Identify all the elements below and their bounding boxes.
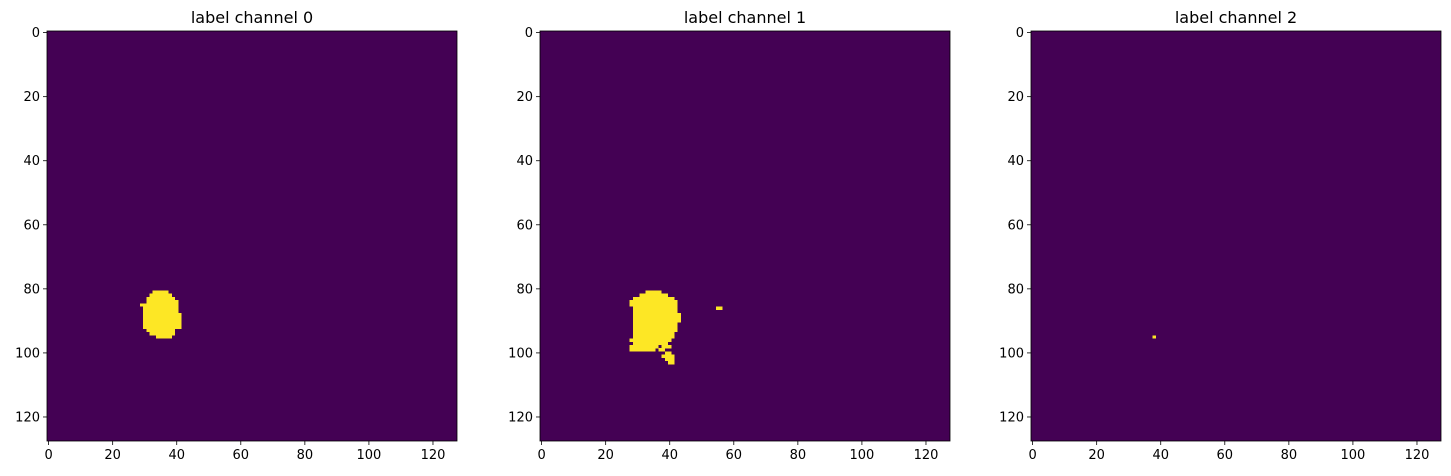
heatmap-cell-row	[155, 335, 172, 339]
x-tick-label: 120	[421, 448, 446, 463]
x-tick-label: 120	[914, 448, 939, 463]
heatmap-cell-row	[629, 300, 678, 304]
axes-frame	[539, 30, 951, 442]
heatmap-cell-row	[143, 309, 179, 314]
y-tick-label: 20	[1007, 90, 1024, 105]
x-tick-label: 60	[233, 448, 250, 463]
heatmap-cell-row	[1152, 335, 1156, 339]
heatmap-cell-row	[149, 332, 176, 336]
heatmap-cell-row	[143, 325, 182, 330]
panel-title: label channel 2	[1175, 8, 1297, 27]
y-tick-label: 120	[15, 410, 40, 425]
heatmap-cell-row	[632, 319, 681, 323]
heatmap-cell-row	[661, 354, 675, 358]
x-tick-label: 0	[537, 448, 545, 463]
y-tick-label: 80	[516, 282, 533, 297]
x-tick-label: 80	[297, 448, 314, 463]
heatmap-cell-row	[146, 328, 176, 333]
heatmap-cell-row	[632, 316, 681, 320]
heatmap-cell-row	[146, 300, 179, 304]
heatmap-cell-row	[658, 348, 665, 352]
heatmap-panel-0: label channel 0 0 20 40 60 80 100 120 0 20 40 60 80 1…	[15, 8, 458, 463]
y-tick-label: 0	[525, 26, 533, 41]
heatmap-cell-row	[632, 312, 681, 317]
x-tick-label: 100	[1341, 448, 1366, 463]
heatmap-cell-row	[152, 290, 169, 294]
heatmap-cell-row	[632, 309, 678, 314]
heatmap-cell-row	[632, 296, 675, 301]
heatmap-cell-row	[632, 341, 669, 346]
heatmap-cell-row	[143, 319, 182, 323]
x-tick-label: 120	[1405, 448, 1430, 463]
x-tick-label: 20	[1088, 448, 1105, 463]
y-tick-label: 20	[23, 90, 40, 105]
heatmap-cell-row	[661, 344, 672, 349]
x-tick-label: 60	[1217, 448, 1234, 463]
panel-title: label channel 0	[191, 8, 313, 27]
x-tick-label: 60	[726, 448, 743, 463]
heatmap-cell-row	[645, 290, 662, 294]
x-tick-label: 80	[1281, 448, 1298, 463]
heatmap-cell-row	[632, 322, 678, 326]
y-tick-label: 100	[15, 346, 40, 361]
heatmap-background	[1031, 31, 1441, 441]
heatmap-panel-1: label channel 1 0 20 40 60 80 100 120 0 20 40 60 80 1…	[508, 8, 951, 463]
y-tick-label: 80	[1007, 282, 1024, 297]
y-tick-label: 20	[516, 90, 533, 105]
y-tick-label: 100	[508, 346, 533, 361]
y-tick-label: 60	[1007, 218, 1024, 233]
x-tick-label: 20	[597, 448, 614, 463]
heatmap-cell-row	[149, 293, 172, 298]
heatmap-cell-row	[632, 306, 678, 310]
y-tick-label: 60	[516, 218, 533, 233]
y-tick-label: 0	[1016, 26, 1024, 41]
heatmap-cell-row	[632, 328, 678, 333]
heatmap-cell-row	[143, 312, 182, 317]
x-tick-label: 0	[1028, 448, 1036, 463]
heatmap-cell-row	[629, 303, 678, 307]
heatmap-cell-row	[143, 322, 182, 326]
heatmap-cell-row	[664, 351, 672, 355]
x-tick-label: 40	[661, 448, 678, 463]
x-tick-label: 40	[168, 448, 185, 463]
y-tick-label: 80	[23, 282, 40, 297]
x-tick-label: 40	[1152, 448, 1169, 463]
x-tick-label: 0	[44, 448, 52, 463]
heatmap-cell-row	[143, 316, 182, 320]
heatmap-background	[540, 31, 950, 441]
y-tick-label: 120	[508, 410, 533, 425]
heatmap-cell-row	[629, 338, 672, 342]
axes-frame	[46, 30, 458, 442]
heatmap-cell-row	[146, 296, 176, 301]
heatmap-cell-row	[143, 306, 179, 310]
x-tick-label: 80	[790, 448, 807, 463]
heatmap-panel-2: label channel 2 0 20 40 60 80 100 120 0 20 40 60 80 1…	[999, 8, 1442, 463]
y-tick-label: 120	[999, 410, 1024, 425]
heatmap-cell-row	[639, 293, 669, 298]
panel-title: label channel 1	[684, 8, 806, 27]
heatmap-cell-row	[632, 335, 675, 339]
x-tick-label: 20	[104, 448, 121, 463]
heatmap-cell-row	[632, 325, 678, 330]
heatmap-cell-row	[139, 303, 179, 307]
heatmap-cell-row	[629, 344, 659, 349]
x-tick-label: 100	[357, 448, 382, 463]
y-tick-label: 40	[516, 154, 533, 169]
y-tick-label: 100	[999, 346, 1024, 361]
heatmap-cell-row	[629, 348, 656, 352]
heatmap-cell-row	[668, 360, 675, 365]
heatmap-cell-row	[664, 357, 675, 362]
y-tick-label: 0	[32, 26, 40, 41]
y-tick-label: 40	[23, 154, 40, 169]
heatmap-cell-row	[716, 306, 723, 310]
y-tick-label: 60	[23, 218, 40, 233]
x-tick-label: 100	[850, 448, 875, 463]
axes-frame	[1030, 30, 1442, 442]
y-tick-label: 40	[1007, 154, 1024, 169]
heatmap-background	[47, 31, 457, 441]
heatmap-cell-row	[632, 332, 675, 336]
